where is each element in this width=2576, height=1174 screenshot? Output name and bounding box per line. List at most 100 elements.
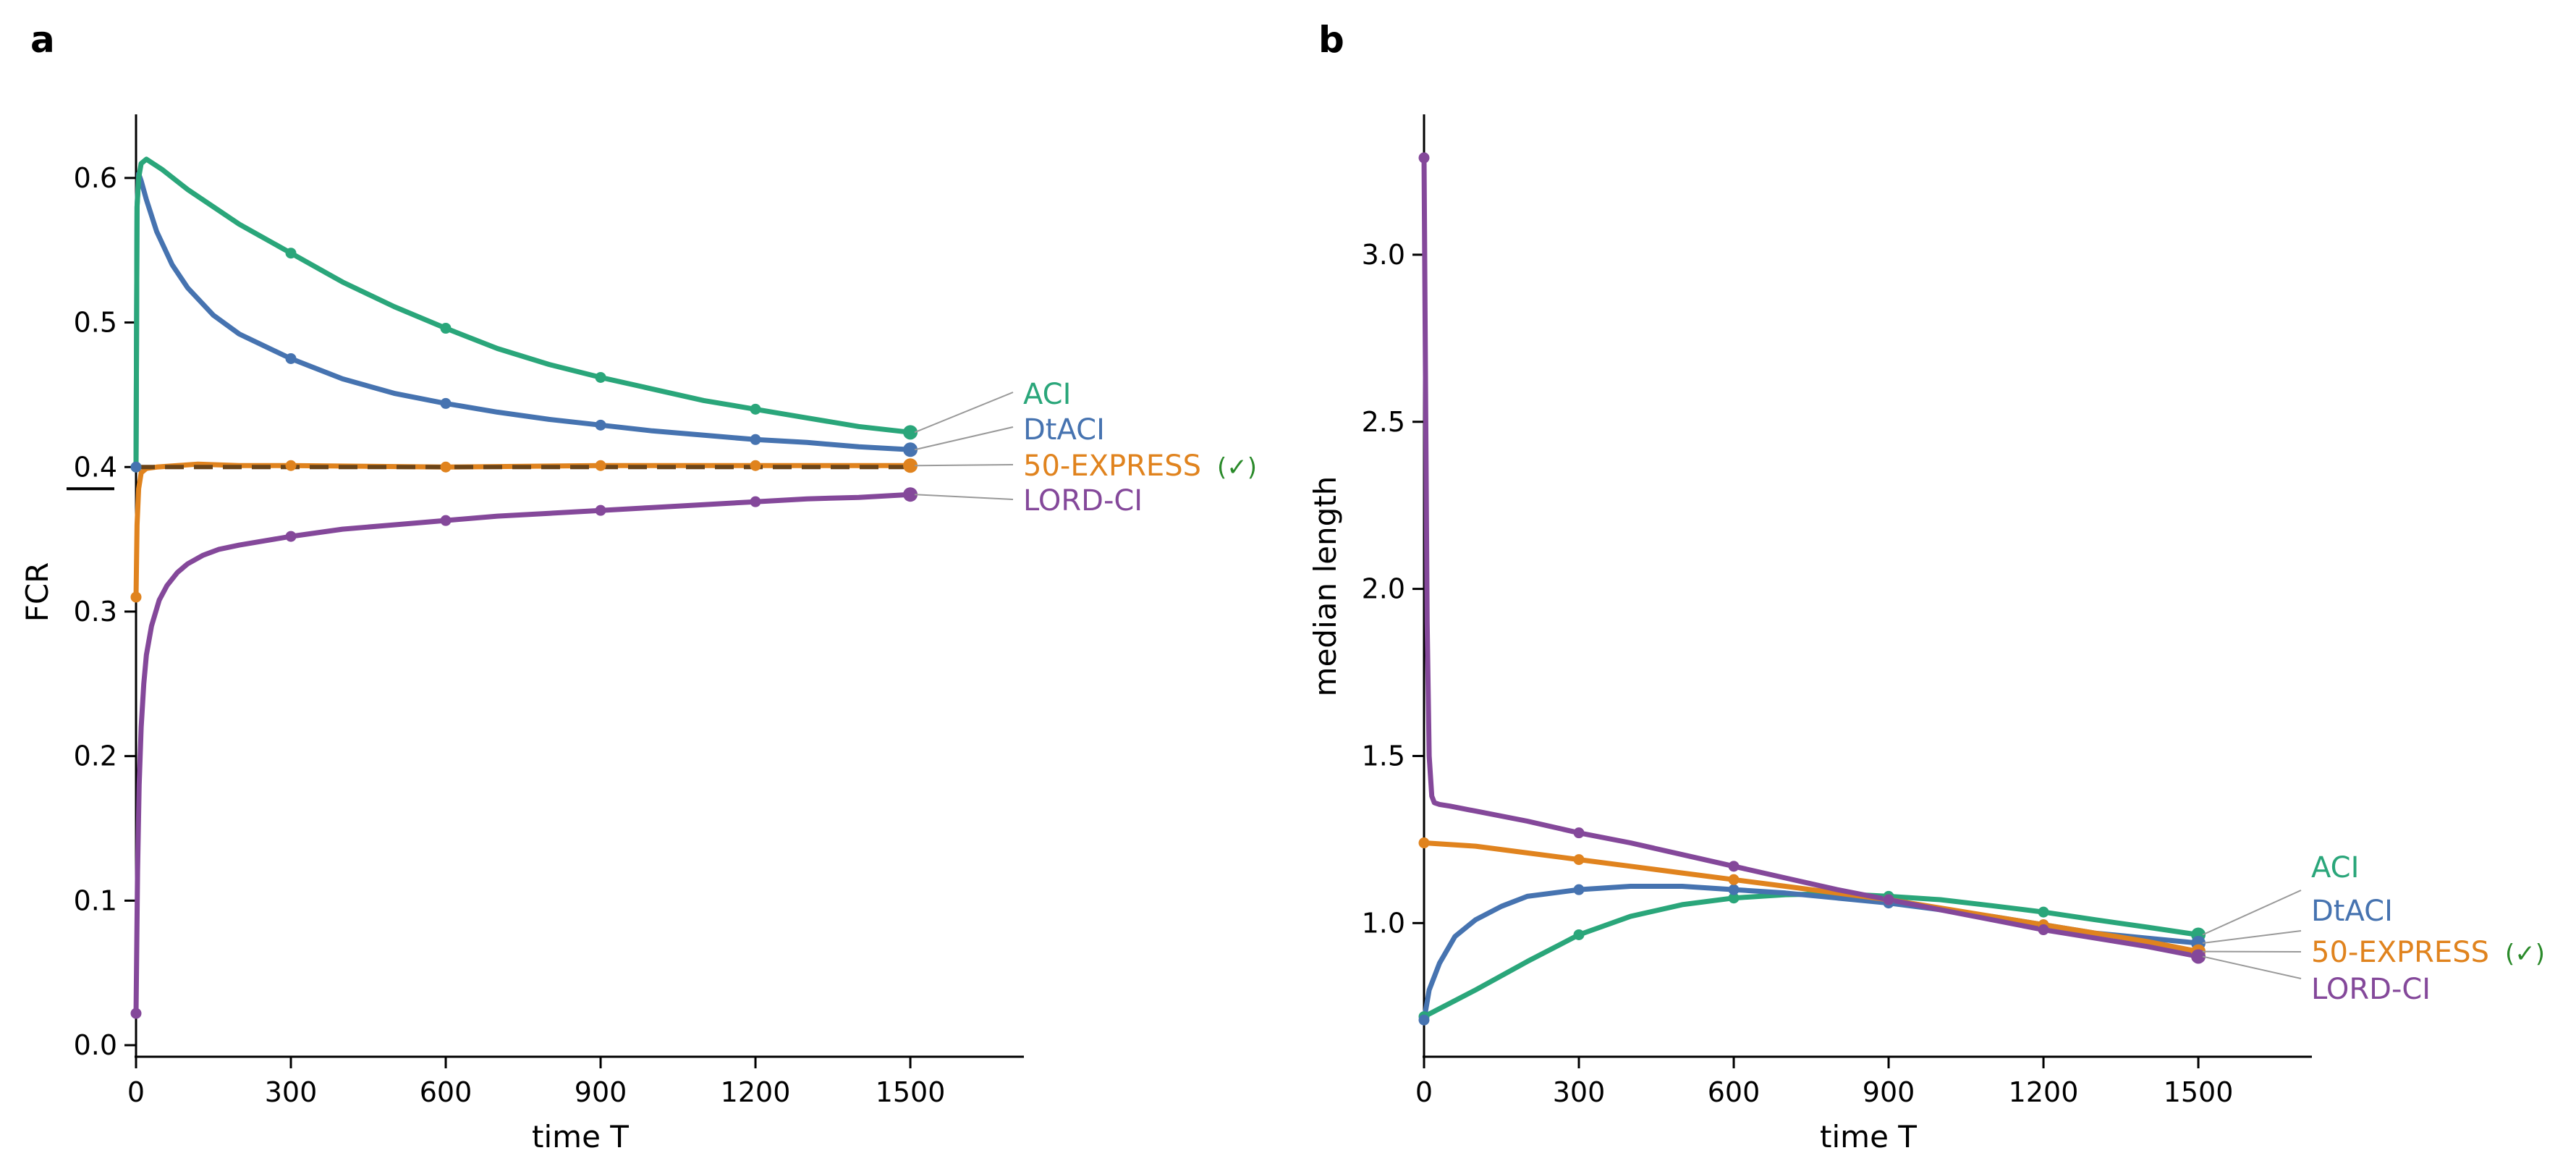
panel-a-label-dtaci: DtACI bbox=[1023, 413, 1105, 447]
panel-b-check-icon: (✓) bbox=[2505, 939, 2545, 968]
panel-a-marker-50-express bbox=[285, 460, 297, 471]
panel-b-xtick-label: 1200 bbox=[2009, 1076, 2079, 1108]
panel-a-xtick: 300 bbox=[265, 1057, 318, 1108]
panel-b-marker-lord-ci bbox=[1883, 894, 1894, 905]
panel-a-marker-dtaci bbox=[130, 461, 142, 473]
panel-b-ytick: 2.5 bbox=[1362, 406, 1424, 438]
panel-b-marker-lord-ci bbox=[2038, 924, 2049, 936]
panel-b-label-aci: ACI bbox=[2311, 851, 2359, 884]
panel-a-marker-lord-ci bbox=[285, 531, 297, 542]
panel-a-ytick-label: 0.4 bbox=[74, 451, 117, 483]
panel-a-xtick-label: 1200 bbox=[721, 1076, 791, 1108]
panel-b-label-dtaci: DtACI bbox=[2311, 895, 2393, 928]
panel-a-label-aci: ACI bbox=[1023, 378, 1071, 411]
panel-b-xtick-label: 300 bbox=[1553, 1076, 1606, 1108]
panel-a-marker-aci bbox=[440, 323, 452, 334]
panel-b-xtick: 0 bbox=[1415, 1057, 1433, 1108]
panel-a-xtick: 600 bbox=[420, 1057, 473, 1108]
panel-a-marker-aci bbox=[750, 403, 761, 415]
panel-a-leader-aci bbox=[914, 392, 1014, 434]
panel-b-label: b bbox=[1318, 19, 1344, 61]
panel-a-ytick-label: 0.2 bbox=[74, 740, 117, 772]
panel-b-xtick: 600 bbox=[1708, 1057, 1761, 1108]
panel-b-series-lines bbox=[1421, 157, 2199, 1021]
panel-b-xtick: 300 bbox=[1553, 1057, 1606, 1108]
panel-b-leader-aci bbox=[2202, 890, 2302, 936]
panel-a-xtick: 0 bbox=[127, 1057, 145, 1108]
panel-a-ytick: 0.4 bbox=[74, 451, 136, 483]
panel-a-marker-dtaci bbox=[750, 434, 761, 445]
panel-a-xtick: 1500 bbox=[876, 1057, 946, 1108]
panel-a-ytick-label: 0.3 bbox=[74, 596, 117, 628]
panel-b-ytick-label: 3.0 bbox=[1362, 239, 1405, 271]
panel-b-marker-dtaci bbox=[1728, 884, 1740, 895]
panel-b-marker-aci bbox=[1573, 929, 1585, 940]
panel-a-xtick: 1200 bbox=[721, 1057, 791, 1108]
panel-a-marker-aci bbox=[285, 248, 297, 259]
panel-a-fcr-chart: a FCR time T 0.0 0.1 0.2 0.3 bbox=[20, 19, 1257, 1154]
panel-a-ytick-label: 0.1 bbox=[74, 884, 117, 916]
panel-a-label-50-express: 50-EXPRESS (✓) bbox=[1023, 449, 1257, 483]
panel-a-marker-lord-ci bbox=[903, 487, 918, 502]
panel-b-marker-50-express bbox=[1728, 874, 1740, 885]
panel-a-leader-lord-ci bbox=[915, 494, 1014, 500]
panel-b-marker-lord-ci bbox=[2191, 949, 2206, 964]
panel-a-xtick-label: 600 bbox=[420, 1076, 473, 1108]
panel-b-marker-50-express bbox=[1573, 854, 1585, 866]
panel-b-legend: ACI DtACI 50-EXPRESS (✓) LORD-CI bbox=[2202, 851, 2545, 1006]
panel-a-marker-50-express bbox=[130, 591, 142, 603]
panel-a-xlabel: time T bbox=[532, 1119, 629, 1154]
panel-a-ytick-label: 0.6 bbox=[74, 162, 117, 194]
panel-b-xlabel: time T bbox=[1820, 1119, 1917, 1154]
panel-b-ytick: 2.0 bbox=[1362, 573, 1424, 605]
panel-b-xtick: 1200 bbox=[2009, 1057, 2079, 1108]
panel-a-xtick-label: 300 bbox=[265, 1076, 318, 1108]
panel-a-xtick-label: 1500 bbox=[876, 1076, 946, 1108]
panel-a-marker-dtaci bbox=[903, 442, 918, 457]
panel-b-line-aci bbox=[1423, 891, 2199, 1019]
panel-a-marker-aci bbox=[595, 371, 606, 383]
panel-b-leader-lord-ci bbox=[2202, 955, 2302, 979]
panel-b-marker-aci bbox=[1728, 892, 1740, 904]
panel-a-marker-aci bbox=[903, 425, 918, 440]
panel-a-label-50-express-name: 50-EXPRESS bbox=[1023, 449, 1201, 483]
panel-a-ytick: 0.6 bbox=[74, 162, 136, 194]
panel-a-y-ticks: 0.0 0.1 0.2 0.3 0.4 0.5 bbox=[74, 162, 136, 1061]
panel-a-xtick: 900 bbox=[575, 1057, 627, 1108]
panel-a-xtick-label: 0 bbox=[127, 1076, 145, 1108]
panel-a-xtick-label: 900 bbox=[575, 1076, 627, 1108]
panel-a-x-ticks: 0 300 600 900 1200 1500 bbox=[127, 1057, 946, 1108]
panel-a-marker-lord-ci bbox=[440, 515, 452, 526]
panel-b-ytick-label: 2.5 bbox=[1362, 406, 1405, 438]
panel-b-markers bbox=[1418, 152, 2206, 1026]
panel-b-marker-lord-ci bbox=[1573, 827, 1585, 839]
panel-a-ytick: 0.0 bbox=[74, 1029, 136, 1061]
panel-a-ytick-label: 0.5 bbox=[74, 307, 117, 339]
panel-a-ytick: 0.2 bbox=[74, 740, 136, 772]
panel-b-ytick: 3.0 bbox=[1362, 239, 1424, 271]
panel-a-marker-50-express bbox=[750, 460, 761, 471]
panel-a-leader-dtaci bbox=[914, 426, 1014, 451]
panel-b-xtick-label: 900 bbox=[1863, 1076, 1915, 1108]
panel-a-ytick: 0.5 bbox=[74, 307, 136, 339]
panel-a-line-dtaci bbox=[133, 171, 911, 468]
panel-a-label: a bbox=[30, 19, 55, 61]
panel-a-marker-lord-ci bbox=[750, 496, 761, 507]
panel-b-ytick: 1.5 bbox=[1362, 740, 1424, 772]
panel-a-marker-dtaci bbox=[440, 397, 452, 409]
panel-b-label-lord-ci: LORD-CI bbox=[2311, 973, 2431, 1006]
panel-a-line-aci bbox=[133, 156, 911, 468]
panel-a-ylabel: FCR bbox=[20, 562, 55, 622]
panel-b-xtick: 1500 bbox=[2164, 1057, 2233, 1108]
panel-a-series-lines bbox=[133, 156, 911, 1014]
panel-b-xtick: 900 bbox=[1863, 1057, 1915, 1108]
panel-b-line-lord-ci bbox=[1421, 157, 2199, 959]
panel-b-x-ticks: 0 300 600 900 1200 1500 bbox=[1415, 1057, 2233, 1108]
panel-b-median-length-chart: b median length time T 1.0 1.5 2.0 2.5 bbox=[1308, 19, 2545, 1154]
panel-a-legend: ACI DtACI 50-EXPRESS (✓) LORD-CI bbox=[914, 378, 1257, 518]
panel-a-marker-lord-ci bbox=[130, 1008, 142, 1019]
panel-a-marker-50-express bbox=[903, 458, 918, 473]
panel-a-ytick: 0.3 bbox=[74, 596, 136, 628]
panel-b-marker-dtaci bbox=[1418, 1014, 1430, 1026]
panel-b-xtick-label: 600 bbox=[1708, 1076, 1761, 1108]
